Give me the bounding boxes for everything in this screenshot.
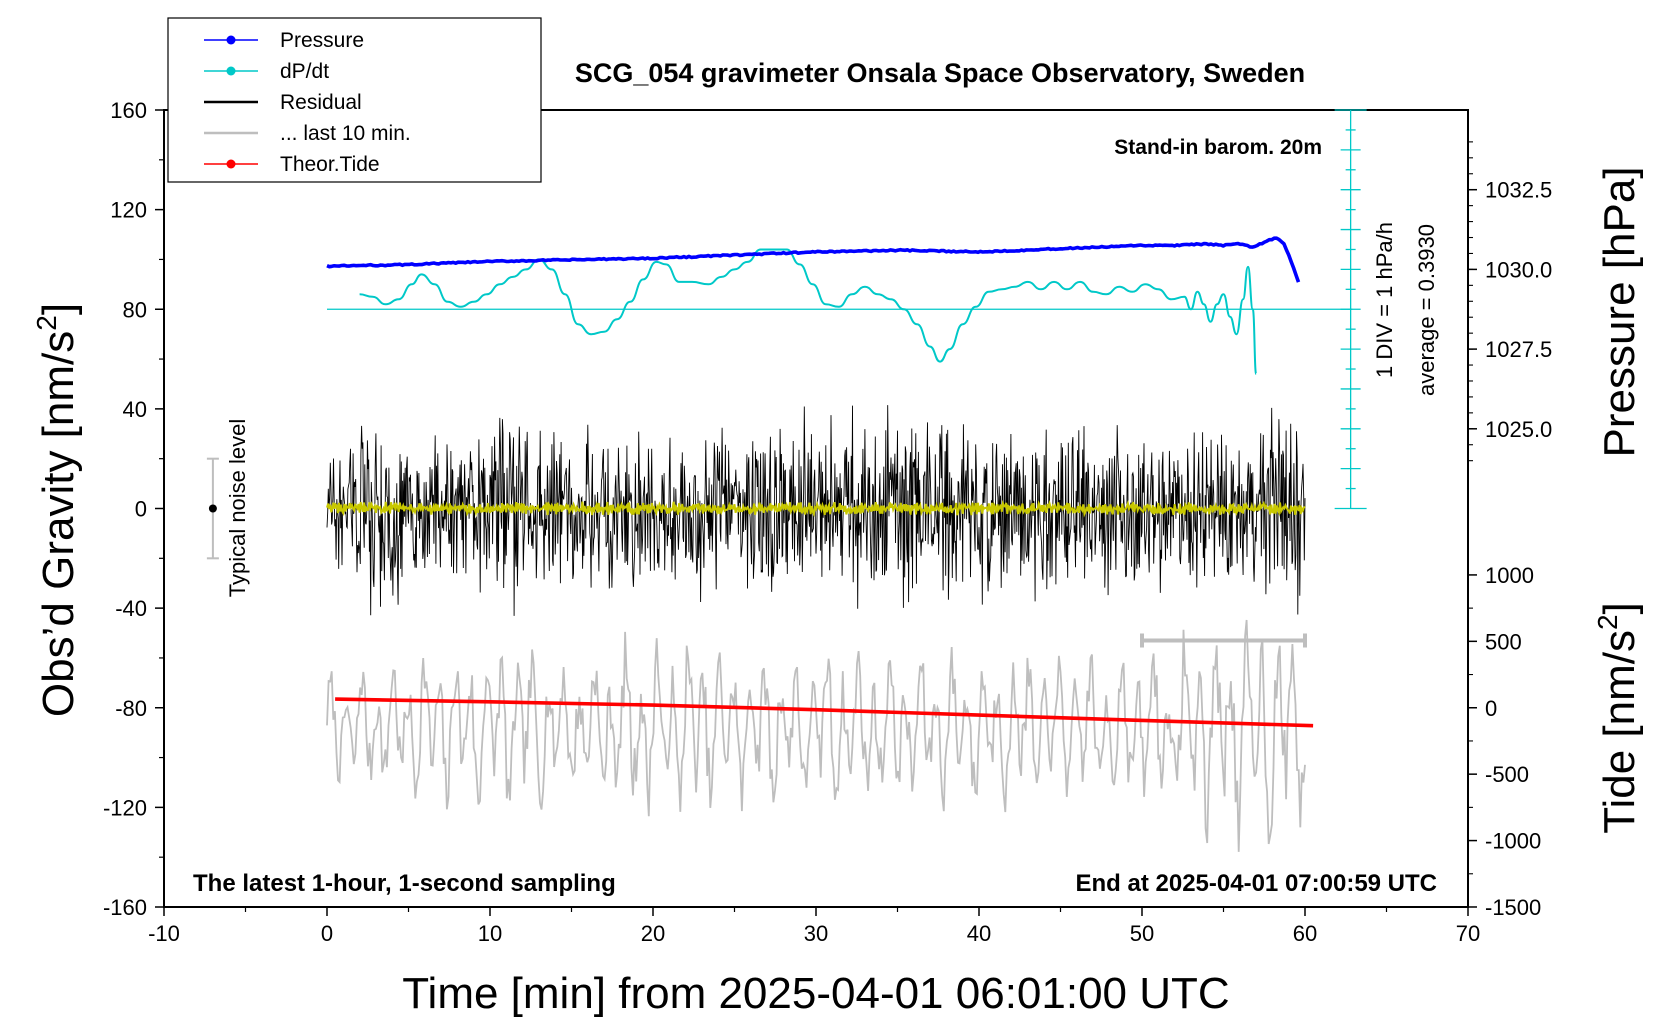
stand-in-note: Stand-in barom. 20m <box>1114 136 1322 159</box>
y-left-title-main: Obs’d Gravity [nm/s <box>34 331 83 717</box>
pressure-line <box>326 236 1301 283</box>
dpdt-div-label: 1 DIV = 1 hPa/h <box>1372 222 1397 378</box>
y-left-tick-label: -40 <box>115 596 147 621</box>
legend-swatch-marker <box>226 159 236 169</box>
legend-label: Theor.Tide <box>280 153 380 176</box>
legend-entries: Pressure dP/dt Residual ... last 10 min. The… <box>204 29 411 176</box>
latest-note: The latest 1-hour, 1-second sampling <box>193 870 616 897</box>
legend-box <box>167 17 542 183</box>
y-tide-tick-label: 1000 <box>1485 563 1534 588</box>
dpdt-series <box>327 248 1353 375</box>
y-tide-tick-label: 500 <box>1485 629 1522 654</box>
y-tide-tick-label: -1000 <box>1485 829 1541 854</box>
y-right-bottom-title-sup: 2 <box>1592 614 1623 630</box>
legend-swatch-marker <box>226 66 236 76</box>
pressure-series <box>326 236 1301 283</box>
y-right-bottom-axis-title: Tide [nm/s2] <box>1592 602 1644 834</box>
dpdt-line <box>359 248 1258 375</box>
residual-smoothed-series <box>326 499 1306 518</box>
x-tick-label: 20 <box>641 921 665 946</box>
y-left-tick-label: -80 <box>115 696 147 721</box>
y-left-tick-label: -160 <box>103 895 147 920</box>
residual-series <box>326 405 1306 616</box>
legend-label: Pressure <box>280 29 364 52</box>
y-left-title-sup: 2 <box>31 315 62 331</box>
annotations-layer <box>206 457 1307 648</box>
end-at-note: End at 2025-04-01 07:00:59 UTC <box>1076 870 1438 897</box>
x-tick-label: 70 <box>1456 921 1480 946</box>
y-tide-tick-label: -500 <box>1485 762 1529 787</box>
y-left-title-end: ] <box>34 303 83 315</box>
x-tick-label: -10 <box>148 921 180 946</box>
residual-smoothed-line <box>326 499 1306 518</box>
dpdt-average-label: average = 0.3930 <box>1414 224 1439 396</box>
last10-series <box>326 619 1306 852</box>
tide-series <box>335 697 1314 728</box>
y-right-bottom-title-main: Tide [nm/s <box>1595 630 1644 834</box>
y-left-tick-label: 80 <box>123 297 147 322</box>
legend-label: Residual <box>280 91 362 114</box>
y-left-axis-title: Obs’d Gravity [nm/s2] <box>31 303 83 717</box>
y-pressure-tick-label: 1032.5 <box>1485 178 1552 203</box>
y-tide-tick-label: 0 <box>1485 696 1497 721</box>
legend: Pressure dP/dt Residual ... last 10 min. The… <box>167 17 542 183</box>
x-axis-title: Time [min] from 2025-04-01 06:01:00 UTC <box>402 969 1229 1018</box>
chart-title: SCG_054 gravimeter Onsala Space Observat… <box>575 58 1305 88</box>
legend-label: dP/dt <box>280 60 329 83</box>
dpdt-scale-axis <box>1334 109 1367 510</box>
legend-label: ... last 10 min. <box>280 122 411 145</box>
y-left-tick-label: -120 <box>103 795 147 820</box>
y-pressure-tick-label: 1030.0 <box>1485 257 1552 282</box>
y-left-tick-label: 0 <box>135 497 147 522</box>
y-left-tick-label: 120 <box>110 198 147 223</box>
legend-swatch-marker <box>226 35 236 45</box>
last10-line <box>326 619 1306 852</box>
x-tick-label: 50 <box>1130 921 1154 946</box>
x-tick-label: 40 <box>967 921 991 946</box>
y-right-top-axis-title: Pressure [hPa] <box>1595 166 1644 457</box>
tide-line <box>335 697 1314 728</box>
y-pressure-tick-label: 1025.0 <box>1485 417 1552 442</box>
axes-layer: -10 0 10 20 30 40 50 60 70 160 120 80 40 0 -40 -80 -120 -… <box>103 98 1552 946</box>
x-tick-label: 30 <box>804 921 828 946</box>
y-left-tick-label: 40 <box>123 397 147 422</box>
noise-bar-center-dot <box>208 504 217 513</box>
y-pressure-tick-label: 1027.5 <box>1485 337 1552 362</box>
residual-line <box>326 405 1306 616</box>
y-left-tick-label: 160 <box>110 98 147 123</box>
x-tick-label: 0 <box>321 921 333 946</box>
x-tick-label: 10 <box>478 921 502 946</box>
x-tick-label: 60 <box>1293 921 1317 946</box>
y-tide-tick-label: -1500 <box>1485 895 1541 920</box>
noise-level-label: Typical noise level <box>225 419 250 598</box>
y-right-bottom-title-end: ] <box>1595 602 1644 614</box>
